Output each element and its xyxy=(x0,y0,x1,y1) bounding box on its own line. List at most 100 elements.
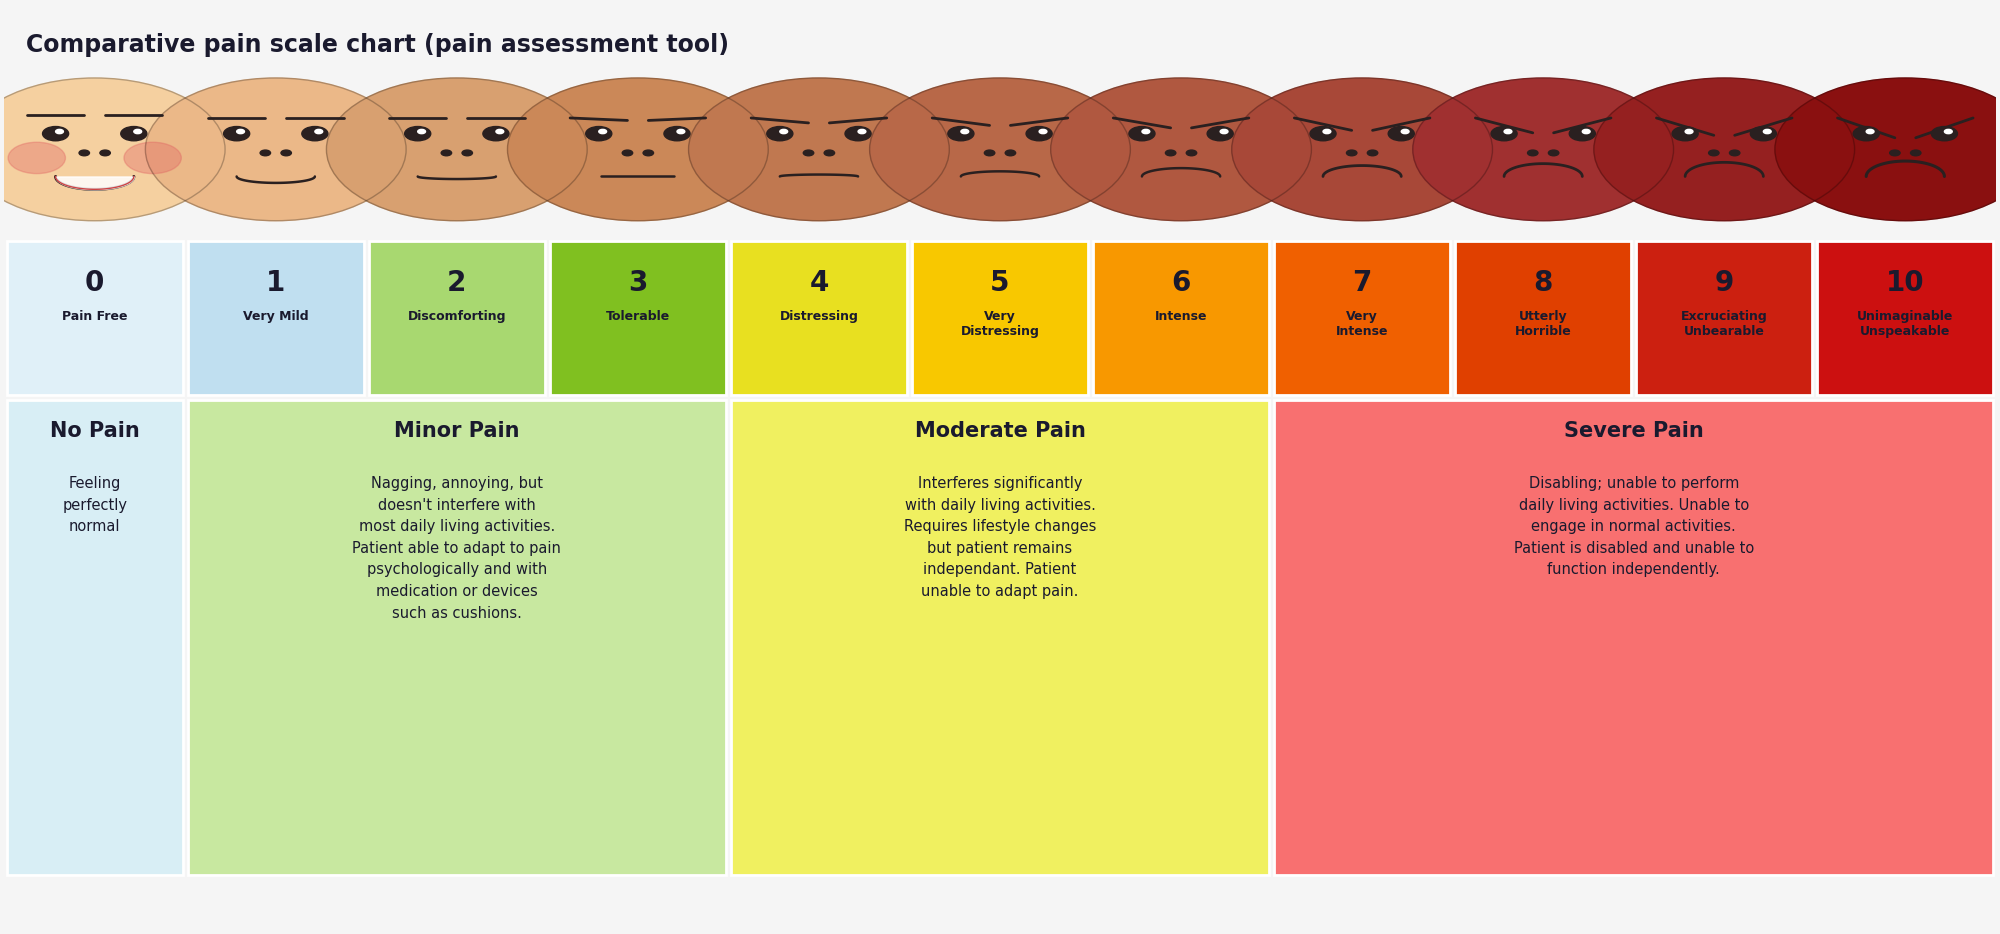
Circle shape xyxy=(846,126,872,141)
Circle shape xyxy=(1232,78,1492,220)
Circle shape xyxy=(326,78,588,220)
Text: 4: 4 xyxy=(810,269,828,297)
Text: Pain Free: Pain Free xyxy=(62,310,128,323)
Text: 3: 3 xyxy=(628,269,648,297)
Text: Interferes significantly
with daily living activities.
Requires lifestyle change: Interferes significantly with daily livi… xyxy=(904,476,1096,599)
Text: 9: 9 xyxy=(1714,269,1734,297)
Text: Discomforting: Discomforting xyxy=(408,310,506,323)
Circle shape xyxy=(1050,78,1312,220)
Circle shape xyxy=(1708,150,1720,156)
Text: Comparative pain scale chart (pain assessment tool): Comparative pain scale chart (pain asses… xyxy=(26,33,728,57)
Circle shape xyxy=(1208,126,1234,141)
Circle shape xyxy=(586,126,612,141)
Circle shape xyxy=(1854,126,1880,141)
Circle shape xyxy=(664,126,690,141)
Circle shape xyxy=(314,130,322,134)
Circle shape xyxy=(482,126,508,141)
Circle shape xyxy=(1368,150,1378,156)
Circle shape xyxy=(1186,150,1196,156)
Text: 0: 0 xyxy=(86,269,104,297)
Text: 6: 6 xyxy=(1172,269,1190,297)
Text: Very
Intense: Very Intense xyxy=(1336,310,1388,338)
Circle shape xyxy=(1548,150,1558,156)
Text: 7: 7 xyxy=(1352,269,1372,297)
Circle shape xyxy=(1040,130,1046,134)
Circle shape xyxy=(1324,130,1330,134)
Circle shape xyxy=(146,78,406,220)
Circle shape xyxy=(56,130,64,134)
Circle shape xyxy=(804,150,814,156)
Circle shape xyxy=(1910,150,1920,156)
Circle shape xyxy=(404,126,430,141)
Circle shape xyxy=(302,126,328,141)
Circle shape xyxy=(1672,126,1698,141)
Circle shape xyxy=(1866,130,1874,134)
Text: Severe Pain: Severe Pain xyxy=(1564,421,1704,442)
Bar xyxy=(1274,241,1450,395)
Circle shape xyxy=(418,130,426,134)
Text: Feeling
perfectly
normal: Feeling perfectly normal xyxy=(62,476,128,534)
Bar xyxy=(1094,241,1268,395)
Circle shape xyxy=(442,150,452,156)
Circle shape xyxy=(1774,78,2000,220)
Bar xyxy=(732,241,906,395)
Text: Disabling; unable to perform
daily living activities. Unable to
engage in normal: Disabling; unable to perform daily livin… xyxy=(1514,476,1754,577)
Circle shape xyxy=(224,126,250,141)
Bar xyxy=(1636,241,1812,395)
Circle shape xyxy=(1504,130,1512,134)
Bar xyxy=(6,241,182,395)
Circle shape xyxy=(1764,130,1772,134)
Text: 1: 1 xyxy=(266,269,286,297)
Text: Tolerable: Tolerable xyxy=(606,310,670,323)
Bar xyxy=(912,241,1088,395)
Text: Nagging, annoying, but
doesn't interfere with
most daily living activities.
Pati: Nagging, annoying, but doesn't interfere… xyxy=(352,476,562,620)
Circle shape xyxy=(134,130,142,134)
Text: Unimaginable
Unspeakable: Unimaginable Unspeakable xyxy=(1858,310,1954,338)
Circle shape xyxy=(1686,130,1692,134)
Circle shape xyxy=(598,130,606,134)
Text: 10: 10 xyxy=(1886,269,1924,297)
Circle shape xyxy=(120,126,146,141)
Text: Minor Pain: Minor Pain xyxy=(394,421,520,442)
Text: 5: 5 xyxy=(990,269,1010,297)
Circle shape xyxy=(1346,150,1356,156)
Circle shape xyxy=(1026,126,1052,141)
Circle shape xyxy=(1570,126,1596,141)
Circle shape xyxy=(766,126,792,141)
Bar xyxy=(1274,400,1994,875)
Circle shape xyxy=(948,126,974,141)
Circle shape xyxy=(1944,130,1952,134)
Bar xyxy=(4,63,1996,236)
Circle shape xyxy=(1750,126,1776,141)
Text: Intense: Intense xyxy=(1154,310,1208,323)
Bar xyxy=(732,400,1268,875)
Circle shape xyxy=(644,150,654,156)
Circle shape xyxy=(688,78,950,220)
Circle shape xyxy=(984,150,994,156)
Text: Excruciating
Unbearable: Excruciating Unbearable xyxy=(1680,310,1768,338)
Circle shape xyxy=(260,150,270,156)
Circle shape xyxy=(100,150,110,156)
Circle shape xyxy=(0,78,226,220)
Bar xyxy=(1456,241,1630,395)
Circle shape xyxy=(236,130,244,134)
Circle shape xyxy=(676,130,684,134)
Circle shape xyxy=(1220,130,1228,134)
Circle shape xyxy=(1890,150,1900,156)
Bar xyxy=(1818,241,1994,395)
Circle shape xyxy=(824,150,834,156)
Text: 8: 8 xyxy=(1534,269,1552,297)
Circle shape xyxy=(1128,126,1154,141)
Circle shape xyxy=(508,78,768,220)
Circle shape xyxy=(1412,78,1674,220)
Circle shape xyxy=(1594,78,1854,220)
Circle shape xyxy=(1310,126,1336,141)
Bar xyxy=(6,400,182,875)
Text: No Pain: No Pain xyxy=(50,421,140,442)
Circle shape xyxy=(1582,130,1590,134)
Circle shape xyxy=(1402,130,1410,134)
Circle shape xyxy=(1492,126,1518,141)
Circle shape xyxy=(1730,150,1740,156)
Text: Distressing: Distressing xyxy=(780,310,858,323)
Circle shape xyxy=(1166,150,1176,156)
